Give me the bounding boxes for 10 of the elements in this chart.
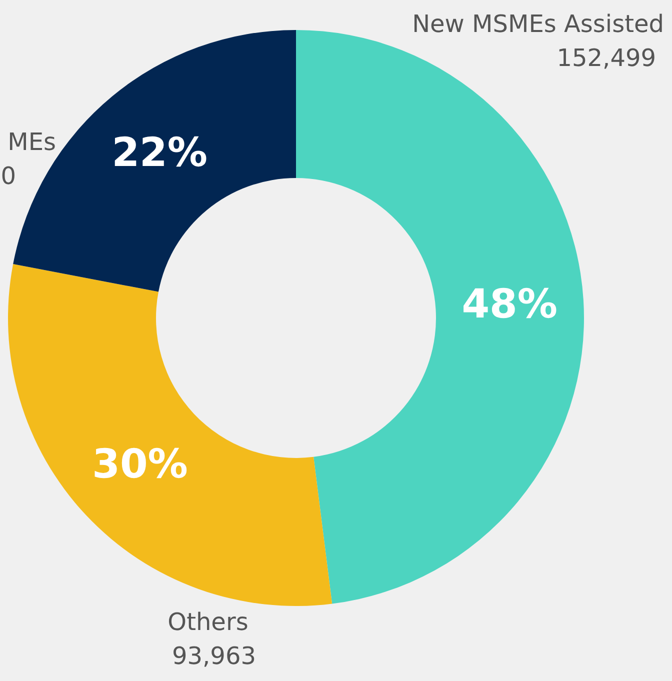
slice-label: Others bbox=[168, 608, 248, 636]
data-label: 30% bbox=[92, 441, 188, 488]
data-label: 22% bbox=[112, 130, 208, 176]
text: 93,963 bbox=[172, 642, 256, 670]
text: 152,499 bbox=[556, 44, 656, 72]
slice-label: MEs bbox=[8, 128, 56, 156]
slice-label: New MSMEs Assisted bbox=[412, 10, 664, 38]
data-label: 48% bbox=[462, 282, 558, 328]
text: 0 bbox=[0, 162, 16, 190]
donut-slice bbox=[8, 264, 332, 606]
